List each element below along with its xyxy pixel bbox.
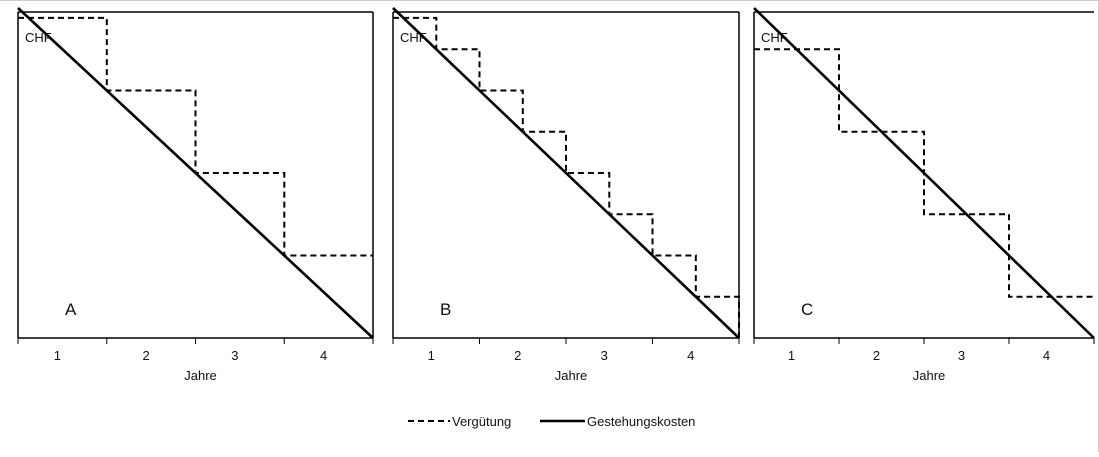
panel-a-unit-label: CHF (25, 30, 52, 45)
panel-b-x-label: Jahre (555, 368, 588, 383)
panel-c-tick-label: 3 (958, 348, 965, 363)
legend-label-verguetung: Vergütung (452, 414, 511, 429)
panel-a-tick-label: 4 (320, 348, 327, 363)
legend: Vergütung Gestehungskosten (408, 414, 695, 429)
panel-b-series-gestehungskosten (392, 7, 740, 339)
panel-b-tick-label: 3 (601, 348, 608, 363)
panel-c-series-gestehungskosten (753, 7, 1095, 339)
panel-c-x-label: Jahre (913, 368, 946, 383)
panel-a-series-gestehungskosten (17, 7, 374, 339)
panel-b-tick-label: 2 (514, 348, 521, 363)
panel-a: 1 2 3 4 Jahre CHF A (17, 7, 374, 383)
panel-b-tick-label: 1 (428, 348, 435, 363)
panel-c-tick-label: 4 (1043, 348, 1050, 363)
legend-label-gestehungskosten: Gestehungskosten (587, 414, 695, 429)
panel-b-tick-label: 4 (687, 348, 694, 363)
panel-a-tick-label: 3 (231, 348, 238, 363)
panel-b-series-verguetung (393, 16, 740, 338)
panel-c-label: C (801, 300, 813, 319)
panel-c-tick-label: 2 (873, 348, 880, 363)
panel-c-tick-label: 1 (788, 348, 795, 363)
panel-a-x-label: Jahre (184, 368, 217, 383)
panel-b-label: B (440, 300, 451, 319)
panel-a-tick-label: 2 (143, 348, 150, 363)
panel-a-tick-label: 1 (54, 348, 61, 363)
panel-a-label: A (65, 300, 77, 319)
panel-a-series-verguetung (18, 16, 373, 257)
